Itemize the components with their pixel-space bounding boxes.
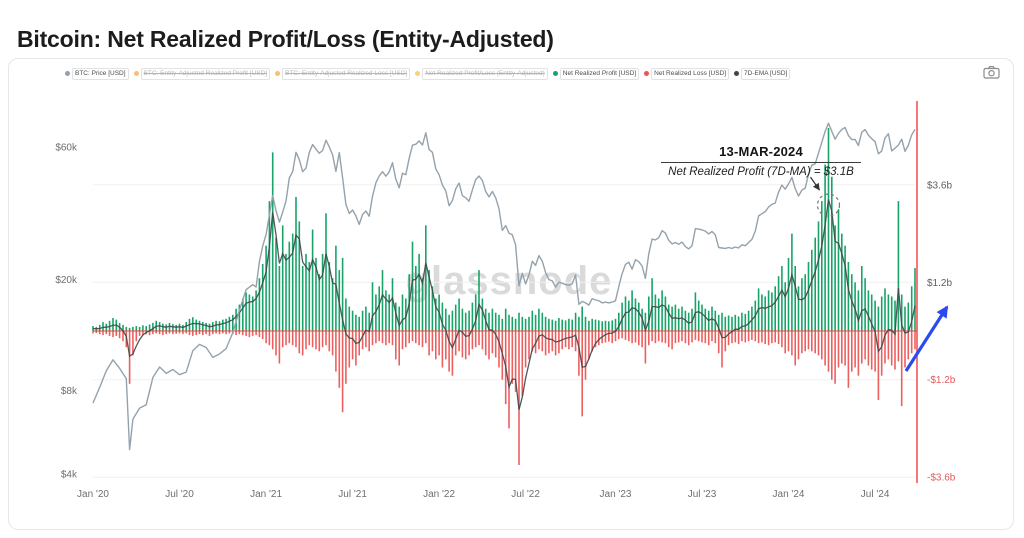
legend-label: 7D-EMA [USD]	[741, 68, 791, 80]
gridlines	[93, 184, 915, 478]
annotation-date: 13-MAR-2024	[661, 144, 861, 163]
right-axis-label: $3.6b	[927, 180, 952, 191]
right-axis-label: -$1.2b	[927, 375, 956, 386]
left-axis-label: $4k	[61, 470, 78, 481]
legend-label: BTC: Entity-Adjusted Realized Loss [USD]	[282, 68, 411, 80]
right-axis-label: $1.2b	[927, 278, 952, 289]
legend-label: Net Realized Loss [USD]	[651, 68, 730, 80]
legend-dot	[552, 71, 558, 77]
net-realized-profit-bars	[92, 128, 916, 331]
chart-canvas[interactable]: $60k $20k $8k $4k $3.6b $1.2b -$1.2b -$3.6b Jan …	[9, 87, 1015, 531]
annotation-connector-arrow	[810, 176, 820, 191]
ema-line	[92, 199, 916, 410]
chart-area: glassnode $60k $20k $8k $4k $3.6b $1.2b -$1.2b…	[9, 87, 1013, 529]
x-axis-label: Jul '21	[338, 489, 367, 500]
legend-item-5[interactable]: Net Realized Loss [USD]	[644, 68, 730, 80]
left-axis-label: $60k	[55, 143, 78, 154]
legend-bar: BTC: Price [USD] BTC: Entity-Adjusted Rea…	[65, 66, 969, 82]
page-title: Bitcoin: Net Realized Profit/Loss (Entit…	[17, 26, 554, 53]
annotation-target-circle	[816, 193, 841, 217]
legend-item-3[interactable]: Net Realized Profit/Loss (Entity-Adjuste…	[415, 68, 548, 80]
x-axis-label: Jul '24	[861, 489, 890, 500]
chart-annotation: 13-MAR-2024 Net Realized Profit (7D-MA) …	[661, 144, 861, 178]
legend-dot	[644, 71, 650, 77]
axis-labels: $60k $20k $8k $4k $3.6b $1.2b -$1.2b -$3.6b Jan …	[55, 143, 955, 501]
legend-label: BTC: Price [USD]	[72, 68, 129, 80]
legend-item-0[interactable]: BTC: Price [USD]	[65, 68, 129, 80]
legend-item-2[interactable]: BTC: Entity-Adjusted Realized Loss [USD]	[275, 68, 411, 80]
right-axis-label: -$3.6b	[927, 473, 956, 484]
btc-price-line	[92, 122, 916, 451]
net-realized-loss-bars	[92, 331, 916, 465]
camera-icon	[982, 65, 1000, 82]
x-axis-label: Jul '23	[688, 489, 717, 500]
left-axis-label: $8k	[61, 386, 78, 397]
legend-dot	[133, 71, 139, 77]
legend-dot	[275, 71, 281, 77]
chart-card: BTC: Price [USD] BTC: Entity-Adjusted Rea…	[8, 58, 1014, 530]
left-axis-label: $20k	[55, 275, 78, 286]
trend-arrow	[904, 305, 949, 372]
x-axis-label: Jan '21	[250, 489, 282, 500]
x-axis-label: Jan '23	[600, 489, 632, 500]
legend-dot	[734, 71, 740, 77]
legend-item-6[interactable]: 7D-EMA [USD]	[734, 68, 791, 80]
x-axis-label: Jul '20	[165, 489, 194, 500]
x-axis-label: Jan '22	[423, 489, 455, 500]
x-axis-label: Jan '24	[773, 489, 805, 500]
legend-dot	[65, 71, 70, 77]
legend-item-1[interactable]: BTC: Entity-Adjusted Realized Profit [US…	[133, 68, 271, 80]
legend-label: Net Realized Profit/Loss (Entity-Adjuste…	[422, 68, 548, 80]
legend-dot	[415, 71, 421, 77]
legend-label: Net Realized Profit [USD]	[559, 68, 640, 80]
x-axis-label: Jan '20	[77, 489, 109, 500]
annotation-text: Net Realized Profit (7D-MA) = $3.1B	[668, 166, 854, 178]
export-image-button[interactable]	[981, 64, 1001, 82]
x-axis-label: Jul '22	[511, 489, 540, 500]
legend-label: BTC: Entity-Adjusted Realized Profit [US…	[140, 68, 271, 80]
legend-item-4[interactable]: Net Realized Profit [USD]	[552, 68, 640, 80]
